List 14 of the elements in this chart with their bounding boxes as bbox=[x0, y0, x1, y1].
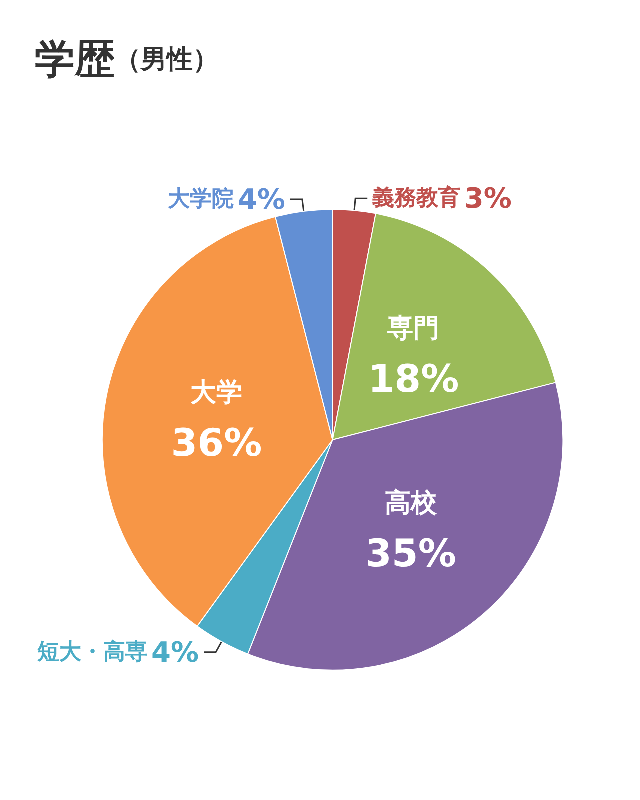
data-label: 4% bbox=[151, 636, 200, 669]
data-label: 3% bbox=[464, 182, 512, 216]
slice-label: 高校 bbox=[384, 488, 438, 519]
data-label: 35% bbox=[365, 532, 456, 576]
slice-label: 大学 bbox=[190, 378, 243, 408]
slice-label: 専門 bbox=[386, 314, 440, 344]
slice-label: 大学院 bbox=[168, 187, 234, 212]
data-label: 36% bbox=[171, 420, 262, 465]
chart-title: 学歴 bbox=[35, 37, 115, 83]
chart-subtitle: （男性） bbox=[115, 45, 219, 75]
data-label: 4% bbox=[238, 183, 286, 216]
slice-label: 短大・高専 bbox=[36, 638, 148, 665]
slice-label: 義務教育 bbox=[372, 185, 461, 212]
data-label: 18% bbox=[368, 356, 460, 401]
